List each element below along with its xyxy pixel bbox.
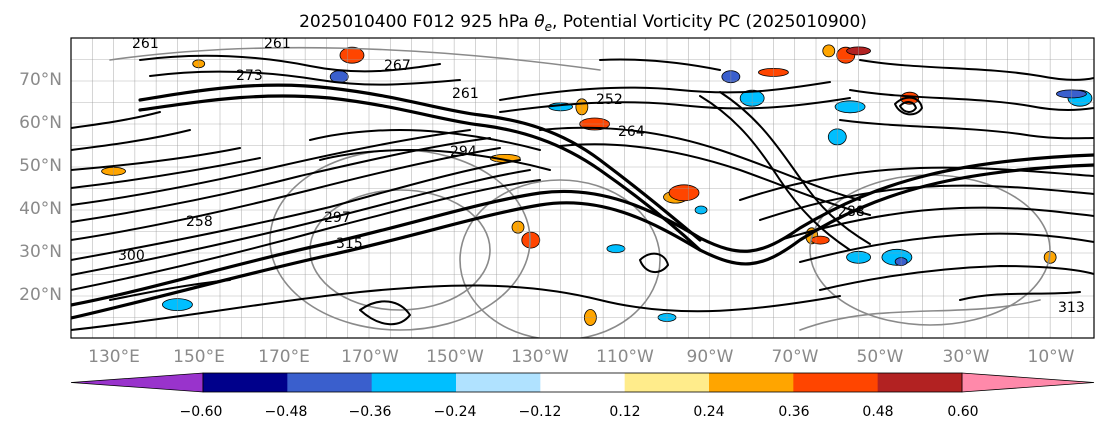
contour-label: 261 bbox=[132, 36, 159, 52]
colorbar-tick-label: 0.48 bbox=[862, 404, 893, 420]
lat-label: 30°N bbox=[19, 242, 62, 262]
lon-label: 110°W bbox=[596, 347, 654, 367]
contour-label: 315 bbox=[336, 236, 363, 252]
colorbar-tick-label: −0.36 bbox=[349, 404, 392, 420]
colorbar-swatch bbox=[540, 373, 626, 392]
contour-label: 297 bbox=[324, 210, 351, 226]
contour-label: 288 bbox=[838, 204, 865, 220]
lon-label: 150°W bbox=[426, 347, 484, 367]
contour-label: 273 bbox=[236, 68, 263, 84]
latitude-labels: 70°N 60°N 50°N 40°N 30°N 20°N bbox=[19, 70, 62, 305]
colorbar-swatch bbox=[203, 373, 288, 392]
lon-label: 170°W bbox=[341, 347, 399, 367]
lon-label: 170°E bbox=[258, 347, 310, 367]
colorbar-swatch bbox=[624, 373, 710, 392]
lat-label: 50°N bbox=[19, 156, 62, 176]
pv-anomaly-patch bbox=[822, 44, 836, 58]
contour-labels: 261 261 267 261 252 264 273 294 288 297 … bbox=[118, 36, 1085, 316]
colorbar-extend-high bbox=[961, 372, 1095, 393]
map-frame bbox=[70, 37, 1095, 339]
contour-label: 261 bbox=[264, 36, 291, 52]
lon-label: 30°W bbox=[943, 347, 990, 367]
map-panel[interactable]: 261 261 267 261 252 264 273 294 288 297 … bbox=[0, 36, 1095, 340]
contour-label: 264 bbox=[618, 124, 645, 140]
lon-label: 130°W bbox=[511, 347, 569, 367]
pv-anomaly-patch bbox=[606, 244, 626, 254]
colorbar-swatch bbox=[877, 373, 963, 392]
lon-label: 90°W bbox=[687, 347, 734, 367]
contour-label: 261 bbox=[452, 86, 479, 102]
colorbar-tick-label: 0.24 bbox=[693, 404, 724, 420]
colorbar-extend-low bbox=[70, 372, 204, 393]
colorbar: −0.60 −0.48 −0.36 −0.24 −0.12 0.12 0.24 … bbox=[70, 372, 1095, 420]
colorbar-tick-label: 0.36 bbox=[778, 404, 809, 420]
pv-anomaly-patch bbox=[810, 235, 830, 245]
colorbar-tick-label: −0.48 bbox=[265, 404, 308, 420]
lon-label: 130°E bbox=[88, 347, 140, 367]
colorbar-tick-labels: −0.60 −0.48 −0.36 −0.24 −0.12 0.12 0.24 … bbox=[180, 404, 979, 420]
map-background bbox=[71, 38, 1094, 338]
contour-label: 313 bbox=[1058, 300, 1085, 316]
contour-label: 300 bbox=[118, 248, 145, 264]
colorbar-tick-label: 0.60 bbox=[947, 404, 978, 420]
colorbar-swatch bbox=[287, 373, 373, 392]
gray-height-contours bbox=[109, 46, 1051, 338]
pv-anomaly-patch bbox=[668, 184, 700, 202]
colorbar-swatch bbox=[371, 373, 457, 392]
theta-e-contours bbox=[71, 54, 1094, 331]
lat-label: 40°N bbox=[19, 199, 62, 219]
colorbar-tick-label: −0.12 bbox=[519, 404, 562, 420]
contour-label: 252 bbox=[596, 92, 623, 108]
colorbar-frame bbox=[202, 372, 963, 393]
lat-label: 70°N bbox=[19, 70, 62, 90]
lat-label: 60°N bbox=[19, 113, 62, 133]
colorbar-tick-label: −0.60 bbox=[180, 404, 223, 420]
pv-anomaly-patch bbox=[834, 100, 866, 114]
graticule bbox=[71, 38, 1094, 338]
pv-anomaly-patch bbox=[339, 46, 365, 64]
colorbar-swatch bbox=[709, 373, 794, 392]
lon-label: 70°W bbox=[772, 347, 819, 367]
longitude-labels: 130°E 150°E 170°E 170°W 150°W 130°W 110°… bbox=[88, 347, 1075, 367]
lon-label: 50°W bbox=[857, 347, 904, 367]
lon-label: 10°W bbox=[1028, 347, 1075, 367]
lat-label: 20°N bbox=[19, 285, 62, 305]
colorbar-tick-label: 0.12 bbox=[609, 404, 640, 420]
colorbar-tick-label: −0.24 bbox=[434, 404, 477, 420]
figure-title: 2025010400 F012 925 hPa θe, Potential Vo… bbox=[299, 12, 867, 34]
contour-label: 294 bbox=[450, 144, 477, 160]
contour-label: 267 bbox=[384, 58, 411, 74]
colorbar-swatch bbox=[456, 373, 541, 392]
lon-label: 150°E bbox=[173, 347, 225, 367]
colorbar-swatch bbox=[793, 373, 879, 392]
contour-label: 258 bbox=[186, 214, 213, 230]
